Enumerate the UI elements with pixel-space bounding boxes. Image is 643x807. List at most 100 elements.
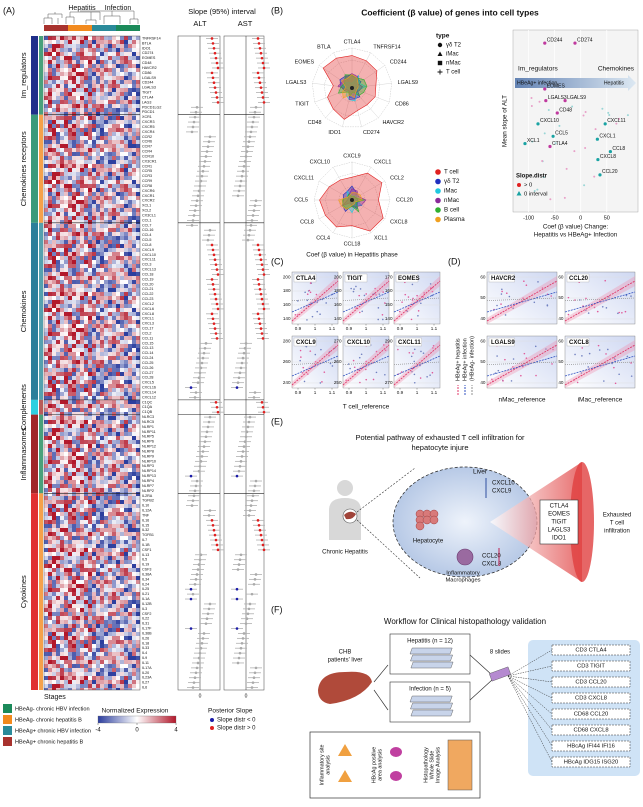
slope-point	[206, 612, 210, 616]
label: Liver	[473, 469, 488, 476]
slope-point	[210, 71, 214, 75]
radar-axis-label: IDO1	[328, 130, 341, 136]
sample-point	[408, 351, 411, 354]
sample-point	[551, 363, 553, 365]
slope-point	[211, 42, 215, 45]
sample-point	[377, 318, 380, 321]
trend-negative	[486, 361, 558, 365]
sample-point	[510, 380, 513, 382]
scatter-point	[551, 134, 555, 138]
label: Hepatocyte	[413, 539, 444, 545]
slope-point	[211, 317, 215, 321]
sample-point	[375, 294, 377, 296]
radar-axis-label: CXCL10	[310, 159, 330, 165]
gene-label: NLRP7	[142, 484, 154, 488]
sample-point	[601, 305, 604, 308]
slope-point	[258, 46, 262, 50]
gene-label: IL22	[142, 617, 149, 621]
slope-point	[197, 656, 201, 660]
point-label: CXCL1	[599, 134, 615, 140]
sample-point	[364, 368, 367, 371]
slope-point	[207, 140, 211, 144]
slope-point	[256, 71, 260, 75]
gene-label: CCR3	[142, 174, 152, 178]
scatter-point	[595, 137, 599, 141]
slope-point	[252, 676, 256, 680]
stage-swatch	[3, 726, 12, 735]
sample-point	[552, 348, 554, 351]
sample-point	[320, 348, 322, 351]
slope-point	[260, 91, 264, 94]
slope-point	[250, 686, 254, 689]
trend-negative	[486, 297, 558, 301]
y-tick-label: 250	[334, 380, 342, 385]
sample-point	[372, 378, 375, 381]
trend-infection	[564, 355, 636, 377]
slope-point	[205, 150, 209, 153]
slope-point	[237, 656, 241, 660]
slope-point	[248, 415, 252, 419]
sample-point	[331, 365, 334, 367]
y-tick-label: 180	[283, 288, 291, 293]
sample-point	[299, 359, 301, 362]
background-point	[533, 189, 536, 192]
panel-title: Potential pathway of exhausted T cell in…	[356, 433, 525, 442]
radar-axis-label: CCL8	[300, 219, 314, 225]
sample-point	[603, 380, 605, 382]
y-tick-label: 50	[558, 295, 564, 300]
label: (A)	[3, 5, 15, 15]
x-tick-label: 0.9	[397, 326, 404, 331]
sample-point	[614, 358, 616, 361]
slope-point	[206, 238, 210, 242]
slope-point	[244, 155, 248, 158]
slope-point	[252, 396, 256, 399]
slope-point	[198, 464, 202, 468]
x-tick-label: 1.1	[329, 390, 336, 395]
slope-point	[200, 641, 204, 645]
y-tick-label: 200	[283, 274, 291, 279]
x-tick-label: 1.1	[380, 390, 387, 395]
marker-label: TIGIT	[551, 520, 567, 526]
sample-point	[621, 311, 623, 314]
trend-hepatitis	[486, 280, 558, 322]
group-bar	[31, 414, 38, 494]
gene-label: CCL22	[142, 292, 153, 296]
gene-label: CXCR4	[142, 130, 155, 134]
group-label: Chemokines	[598, 66, 635, 73]
sample-point	[328, 354, 330, 357]
sample-point	[355, 307, 358, 309]
sample-point	[411, 370, 413, 373]
slope-point	[248, 509, 252, 512]
radar-spoke	[314, 87, 353, 103]
legend-label: HBeAg+ infection	[462, 338, 468, 381]
plot-title: CXCL8	[569, 340, 589, 346]
slope-point	[245, 617, 249, 620]
gene-label: IL34	[142, 577, 149, 581]
slope-point	[194, 671, 198, 675]
scatter-point	[603, 122, 607, 126]
label: (E)	[271, 416, 283, 426]
radar-spoke	[351, 199, 372, 234]
sample-point	[309, 291, 312, 294]
slope-point	[237, 563, 241, 566]
slope-point	[196, 381, 200, 384]
sample-point	[309, 282, 312, 284]
gene-label: CCL18	[142, 272, 153, 276]
hepatocyte-cell	[415, 521, 425, 531]
scatter-point	[536, 122, 540, 126]
background-point	[563, 196, 566, 199]
sample-point	[545, 348, 547, 350]
gene-label: C1QC	[142, 400, 153, 404]
gene-label: IL13	[142, 553, 149, 557]
slope-point	[253, 204, 257, 207]
slope-point	[212, 46, 216, 50]
legend-label: γδ T2	[444, 178, 460, 185]
radar-shape	[337, 74, 368, 97]
radar-spoke	[312, 82, 353, 89]
slope-point	[249, 504, 253, 507]
sample-point	[541, 287, 544, 289]
radar-axis-label: CD274	[363, 130, 380, 136]
colorbar-tick-label: 4	[174, 728, 178, 734]
gene-label: NLRP6	[142, 440, 154, 444]
